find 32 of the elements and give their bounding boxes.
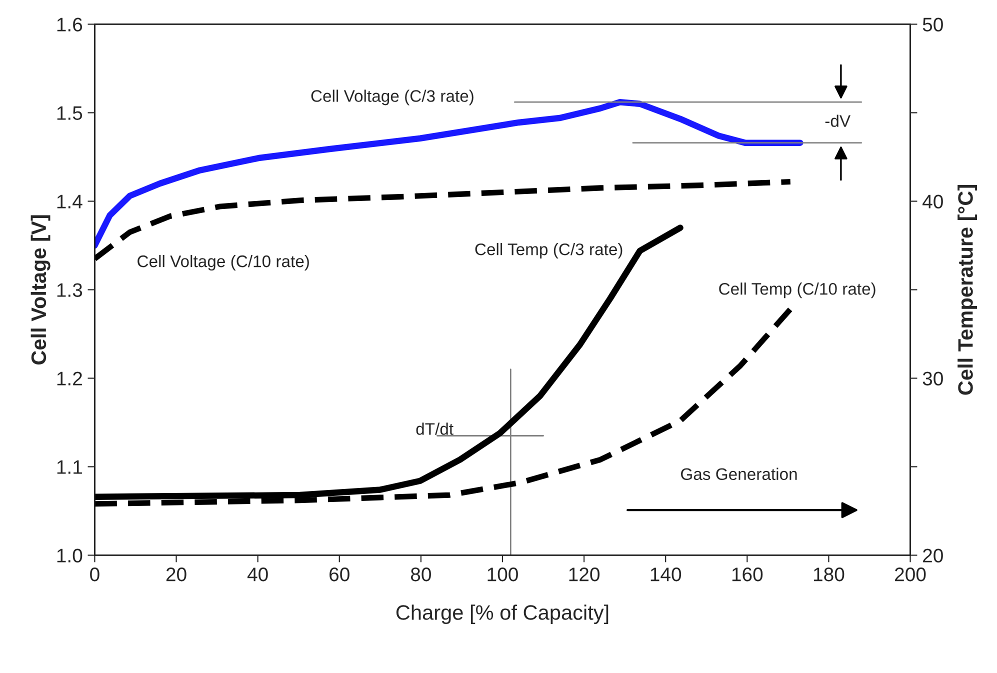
annotation: Gas Generation: [681, 468, 797, 480]
x-tick-label: 140: [650, 568, 682, 582]
y-tick-label: 1.6: [57, 18, 82, 32]
y2-tick-label: 30: [922, 372, 943, 386]
series-label: Cell Temp (C/10 rate): [719, 282, 876, 298]
x-tick-label: 80: [410, 568, 431, 582]
y-tick-label: 1.5: [57, 106, 82, 120]
y2-tick-label: 40: [922, 194, 943, 208]
x-tick-label: 20: [166, 568, 186, 582]
y2-tick-label: 50: [922, 18, 943, 32]
series-label: Cell Temp (C/3 rate): [475, 243, 622, 259]
x-tick-label: 120: [569, 568, 600, 582]
x-tick-label: 100: [488, 568, 518, 582]
x-tick-label: 60: [330, 568, 350, 582]
x-tick-label: 200: [895, 568, 926, 582]
y2-tick-label: 20: [923, 548, 943, 562]
x-tick-label: 40: [247, 568, 268, 582]
y-tick-label: 1.4: [57, 194, 82, 208]
y-tick-label: 1.3: [57, 283, 82, 297]
y-tick-label: 1.0: [57, 548, 82, 562]
x-tick-label: 0: [90, 568, 100, 582]
x-tick-label: 180: [814, 568, 844, 582]
x-tick-label: 160: [732, 568, 763, 582]
annotation: dT/dt: [416, 422, 454, 435]
y2-axis-title: Cell Temperature [°C]: [958, 185, 977, 395]
y-tick-label: 1.1: [57, 460, 82, 474]
x-axis-title: Charge [% of Capacity]: [396, 604, 608, 624]
annotation: -dV: [825, 114, 850, 127]
y-tick-label: 1.2: [57, 372, 82, 386]
y-axis-title: Cell Voltage [V]: [30, 215, 50, 364]
series-label: Cell Voltage (C/10 rate): [138, 254, 309, 271]
series-label: Cell Voltage (C/3 rate): [311, 90, 474, 106]
